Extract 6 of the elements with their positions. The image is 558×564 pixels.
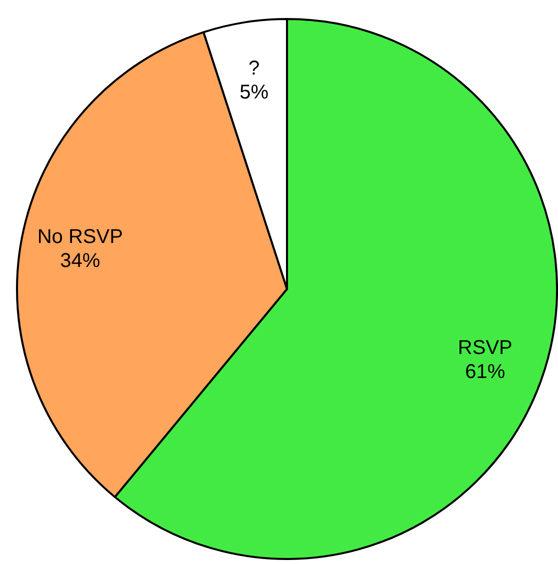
slice-label: No RSVP [37,226,123,248]
slice-label: RSVP [458,336,512,359]
data-label: 61% [465,360,506,383]
data-label: 34% [60,250,100,272]
data-label: 5% [240,82,269,104]
slice-label: ? [248,58,260,80]
